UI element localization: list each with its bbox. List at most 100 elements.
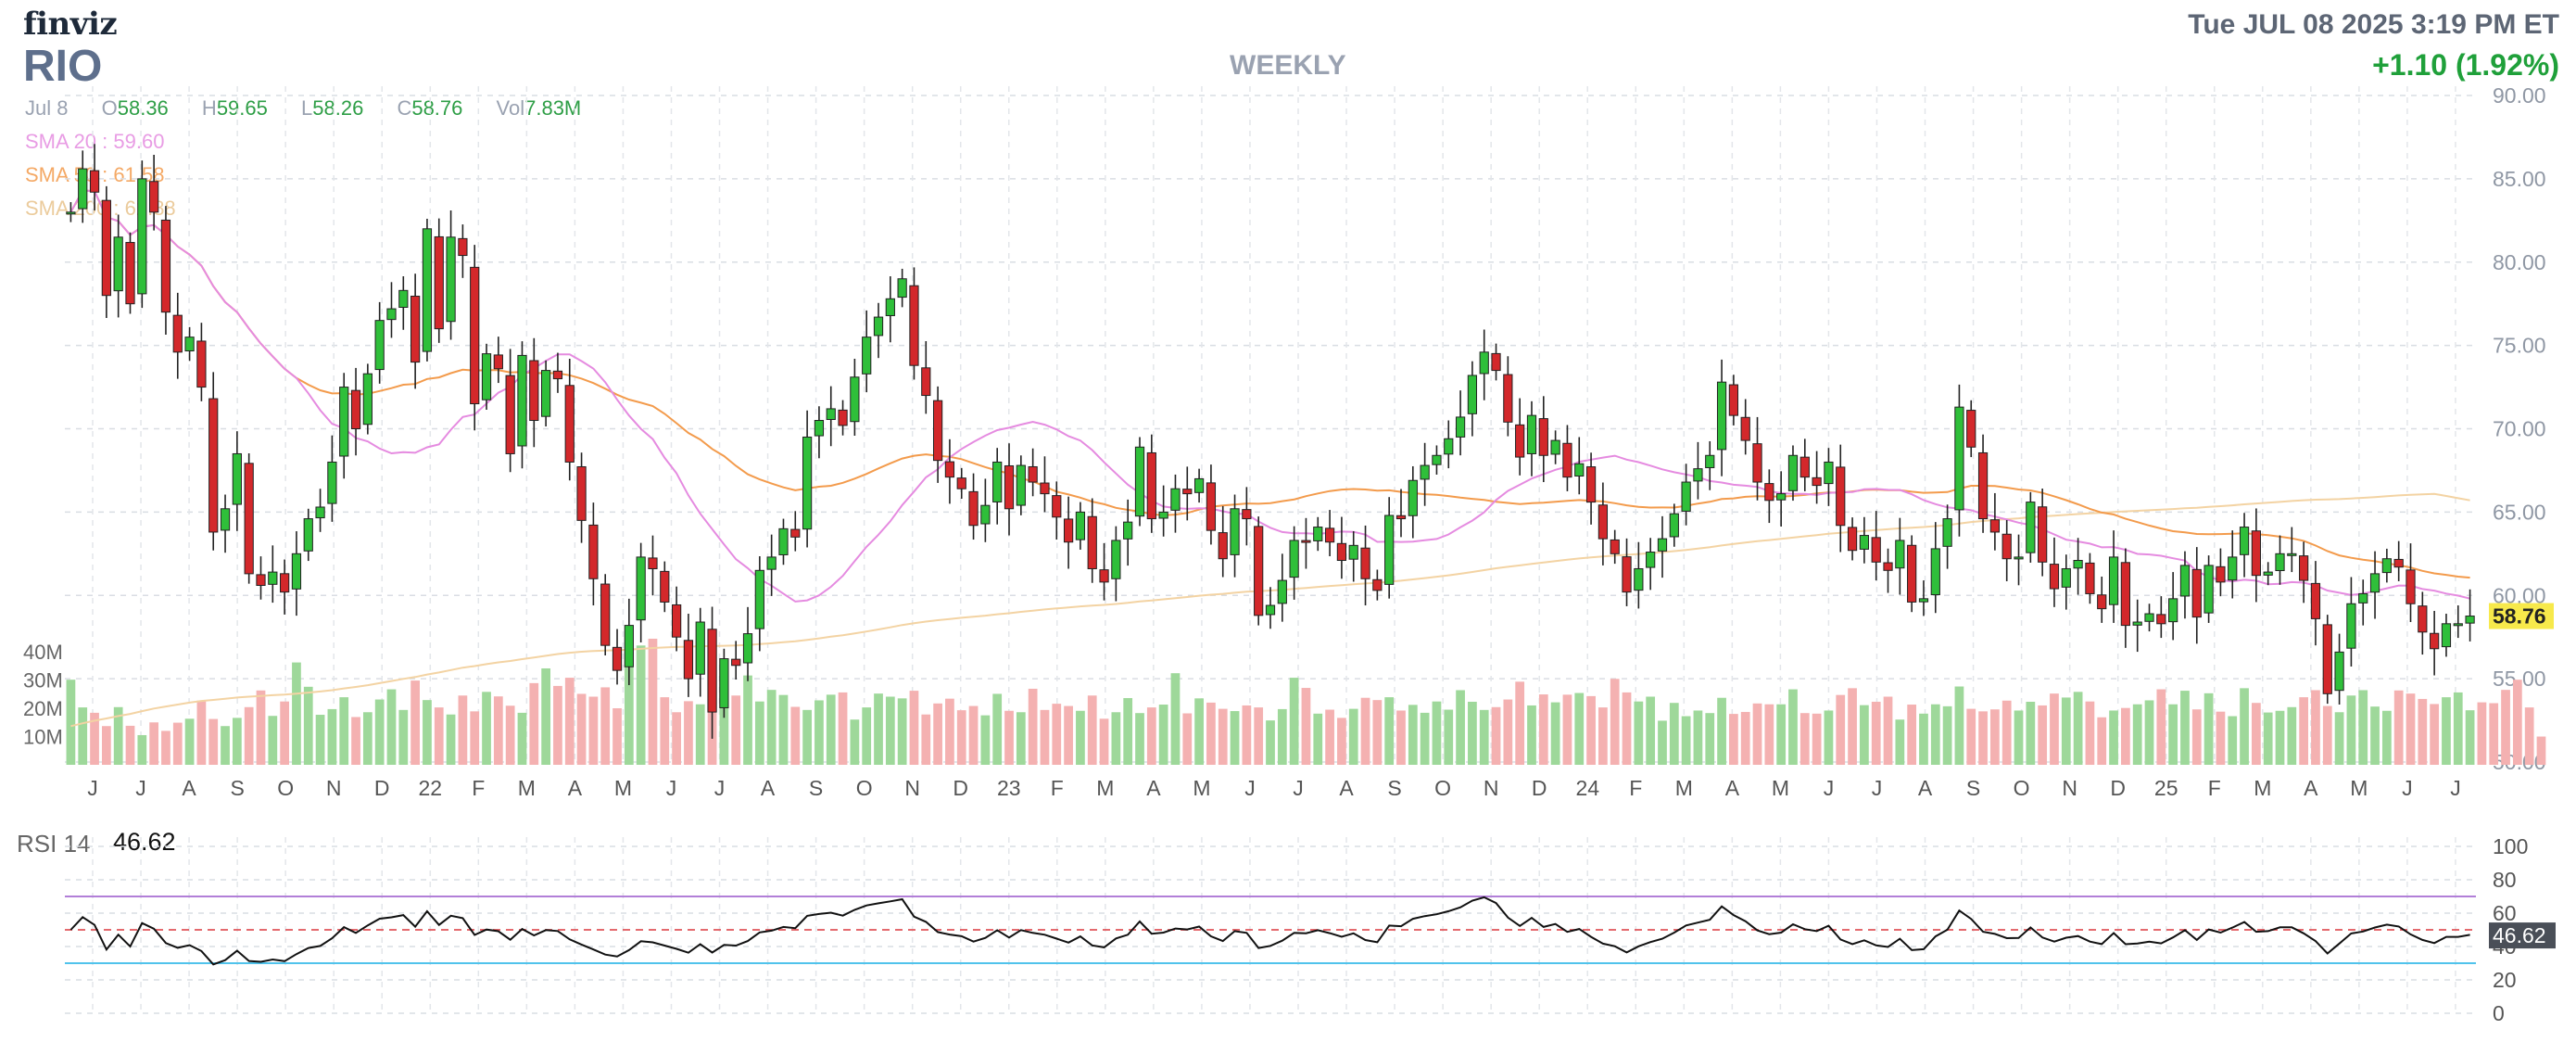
volume-bar bbox=[2026, 701, 2036, 765]
sma20-line bbox=[69, 189, 2470, 603]
candle-body bbox=[149, 181, 159, 213]
x-tick-label: J bbox=[1872, 776, 1883, 800]
volume-bar bbox=[1527, 705, 1536, 765]
candle-body bbox=[778, 527, 789, 555]
volume-bar bbox=[1942, 705, 1952, 765]
candle-body bbox=[944, 461, 955, 478]
candle-body bbox=[624, 625, 634, 667]
volume-bar bbox=[1360, 697, 1370, 765]
candle-body bbox=[1182, 489, 1193, 495]
volume-bar bbox=[1860, 705, 1869, 765]
volume-bar bbox=[90, 712, 99, 765]
candle-body bbox=[2441, 623, 2452, 648]
candle-body bbox=[386, 308, 397, 321]
y-tick-label: 65.00 bbox=[2493, 500, 2546, 524]
candle-body bbox=[1075, 511, 1086, 540]
candle-body bbox=[873, 316, 884, 337]
volume-bars bbox=[66, 638, 2546, 765]
candle-body bbox=[1610, 539, 1620, 554]
candle-body bbox=[184, 337, 195, 352]
volume-bar bbox=[2442, 697, 2451, 765]
candle-body bbox=[1646, 552, 1656, 568]
candle-body bbox=[1634, 567, 1644, 591]
volume-label: Vol bbox=[496, 96, 525, 120]
candle-body bbox=[1907, 544, 1917, 603]
candle-body bbox=[1324, 527, 1335, 543]
volume-bar bbox=[410, 680, 420, 765]
candle-body bbox=[1193, 477, 1205, 493]
volume-bar bbox=[2512, 680, 2522, 765]
candle-body bbox=[2144, 613, 2154, 622]
candle-body bbox=[2287, 553, 2297, 556]
volume-bar bbox=[1610, 679, 1620, 765]
volume-bar bbox=[1836, 694, 1846, 765]
candle-body bbox=[826, 408, 836, 421]
candle-body bbox=[339, 387, 349, 457]
candle-body bbox=[1764, 483, 1774, 502]
candle-body bbox=[1669, 513, 1679, 538]
candle-body bbox=[137, 178, 147, 295]
volume-bar bbox=[196, 700, 207, 765]
candle-body bbox=[1740, 416, 1750, 441]
candle-body bbox=[1242, 509, 1252, 520]
volume-bar bbox=[1740, 711, 1750, 765]
candle-body bbox=[2156, 614, 2166, 625]
x-tick-label: 22 bbox=[418, 776, 442, 800]
volume-bar bbox=[874, 693, 883, 765]
rsi-value-tag-label: 46.62 bbox=[2493, 923, 2546, 947]
x-tick-label: A bbox=[182, 776, 196, 800]
volume-tick-label: 40M bbox=[23, 641, 63, 664]
volume-bar bbox=[1289, 678, 1299, 765]
volume-bar bbox=[1432, 701, 1442, 765]
x-tick-label: 24 bbox=[1575, 776, 1599, 800]
candle-body bbox=[268, 571, 278, 585]
candle-body bbox=[1787, 454, 1799, 491]
candle-body bbox=[1348, 544, 1358, 560]
candle-body bbox=[707, 629, 717, 713]
volume-bar bbox=[684, 701, 693, 765]
volume-bar bbox=[244, 706, 254, 765]
volume-bar bbox=[1966, 708, 1976, 765]
volume-bar bbox=[2536, 736, 2546, 765]
x-tick-label: A bbox=[2304, 776, 2318, 800]
x-tick-label: A bbox=[1146, 776, 1161, 800]
volume-bar bbox=[1337, 718, 1346, 765]
x-tick-label: S bbox=[1387, 776, 1401, 800]
x-tick-label: J bbox=[2450, 776, 2461, 800]
candle-body bbox=[481, 353, 492, 400]
volume-bar bbox=[2322, 705, 2332, 765]
candle-body bbox=[2026, 502, 2036, 553]
candle-body bbox=[2322, 624, 2332, 694]
rsi-label: RSI 14 bbox=[17, 830, 91, 858]
volume-bar bbox=[1729, 714, 1738, 765]
volume-bar bbox=[2524, 707, 2534, 765]
finviz-logo[interactable]: finviz bbox=[23, 6, 118, 43]
volume-bar bbox=[1693, 710, 1703, 765]
x-tick-label: D bbox=[953, 776, 968, 800]
candle-body bbox=[1254, 526, 1264, 616]
candle-body bbox=[719, 658, 729, 708]
volume-bar bbox=[933, 703, 942, 765]
candle-body bbox=[529, 360, 539, 422]
x-tick-label: F bbox=[1629, 776, 1642, 800]
volume-bar bbox=[1123, 698, 1133, 765]
candle-body bbox=[2334, 651, 2344, 692]
volume-bar bbox=[588, 696, 599, 765]
volume-bar bbox=[2489, 703, 2499, 765]
candle-body bbox=[683, 640, 694, 680]
volume-bar bbox=[624, 652, 634, 765]
volume-bar bbox=[1111, 712, 1121, 765]
volume-bar bbox=[1242, 705, 1252, 765]
candle-body bbox=[1526, 414, 1537, 454]
candle-body bbox=[814, 420, 825, 437]
candle-body bbox=[1432, 454, 1442, 465]
volume-bar bbox=[66, 680, 76, 765]
candle-body bbox=[374, 320, 385, 371]
volume-bar bbox=[1468, 701, 1477, 765]
last-price-label: 58.76 bbox=[2493, 604, 2546, 629]
volume-bar bbox=[280, 701, 289, 765]
candle-body bbox=[2275, 553, 2285, 572]
volume-bar bbox=[1206, 702, 1216, 765]
rsi-line bbox=[69, 896, 2470, 966]
